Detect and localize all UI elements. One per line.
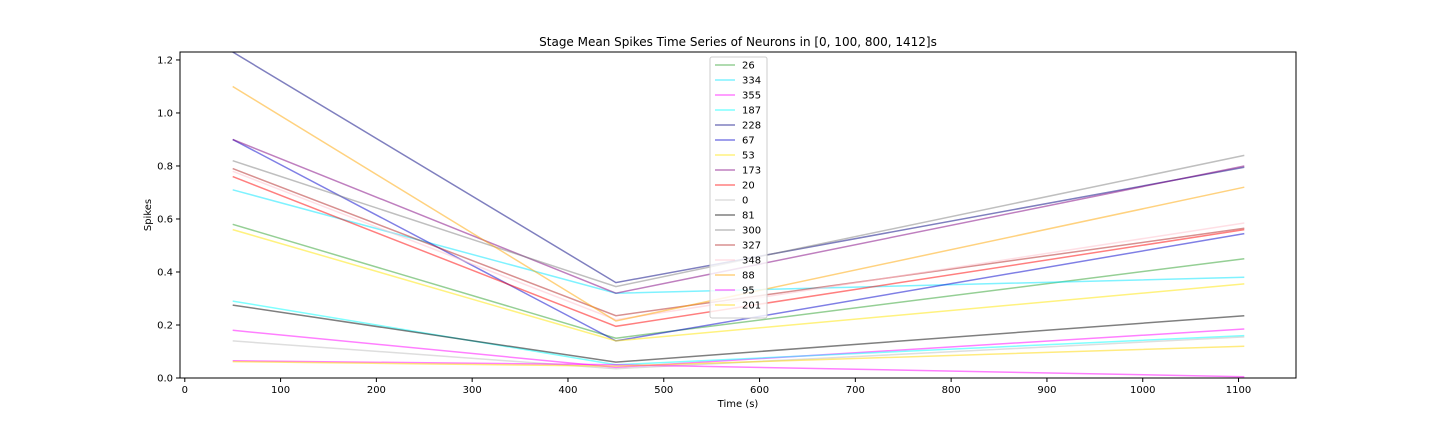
x-tick-label: 900: [1037, 385, 1056, 396]
legend-label-201: 201: [742, 301, 761, 312]
series-line-348: [232, 170, 1245, 321]
series-line-300: [232, 154, 1245, 288]
y-axis-label: Spikes: [143, 199, 154, 231]
legend-label-20: 20: [742, 181, 755, 192]
legend-label-0: 0: [742, 196, 748, 207]
legend-label-81: 81: [742, 211, 755, 222]
x-tick-label: 800: [942, 385, 961, 396]
series-line-53: [232, 228, 1245, 342]
series-line-201: [232, 345, 1245, 367]
y-tick-label: 1.0: [157, 108, 173, 119]
x-tick-label: 600: [750, 385, 769, 396]
x-tick-label: 700: [846, 385, 865, 396]
legend-label-26: 26: [742, 61, 755, 72]
x-axis-label: Time (s): [717, 399, 759, 410]
legend-box: [709, 56, 768, 319]
series-line-0: [232, 336, 1245, 370]
series-line-95: [232, 360, 1245, 378]
legend-label-300: 300: [742, 226, 761, 237]
x-tick-label: 300: [463, 385, 482, 396]
legend-label-173: 173: [742, 166, 761, 177]
x-tick-label: 100: [271, 385, 290, 396]
y-tick-label: 1.2: [157, 55, 173, 66]
legend-label-348: 348: [742, 256, 761, 267]
x-tick-label: 0: [182, 385, 188, 396]
chart-title: Stage Mean Spikes Time Series of Neurons…: [539, 35, 937, 49]
series-line-228: [232, 52, 1245, 284]
legend-label-334: 334: [742, 76, 761, 87]
series-line-26: [232, 223, 1245, 339]
legend-label-88: 88: [742, 271, 755, 282]
x-axis: 0 100 200 300 400 500 600 700 800 900 1000 1100: [182, 378, 1251, 396]
series-line-327: [232, 167, 1245, 317]
y-tick-label: 0.8: [157, 161, 173, 172]
x-tick-label: 1100: [1226, 385, 1251, 396]
y-tick-label: 0.6: [157, 214, 173, 225]
series-group: [232, 52, 1245, 378]
x-tick-label: 500: [654, 385, 673, 396]
legend: 26 334 355 187 228 67 53 173 20 0 81 300 327 348 88 95 2…: [709, 56, 768, 319]
legend-label-228: 228: [742, 121, 761, 132]
y-axis: 0.0 0.2 0.4 0.6 0.8 1.0 1.2: [157, 55, 180, 385]
legend-label-53: 53: [742, 151, 755, 162]
x-tick-label: 1000: [1130, 385, 1155, 396]
series-line-88: [232, 85, 1245, 322]
plot-frame: [179, 51, 1297, 379]
y-tick-label: 0.2: [157, 320, 173, 331]
series-line-81: [232, 304, 1245, 363]
legend-label-327: 327: [742, 241, 761, 252]
series-line-20: [232, 175, 1245, 328]
y-tick-label: 0.0: [157, 374, 173, 385]
series-line-355: [232, 328, 1245, 369]
x-tick-label: 200: [367, 385, 386, 396]
y-tick-label: 0.4: [157, 267, 173, 278]
legend-label-187: 187: [742, 106, 761, 117]
legend-label-95: 95: [742, 286, 755, 297]
legend-label-355: 355: [742, 91, 761, 102]
legend-label-67: 67: [742, 136, 755, 147]
x-tick-label: 400: [558, 385, 577, 396]
series-line-173: [232, 138, 1245, 294]
